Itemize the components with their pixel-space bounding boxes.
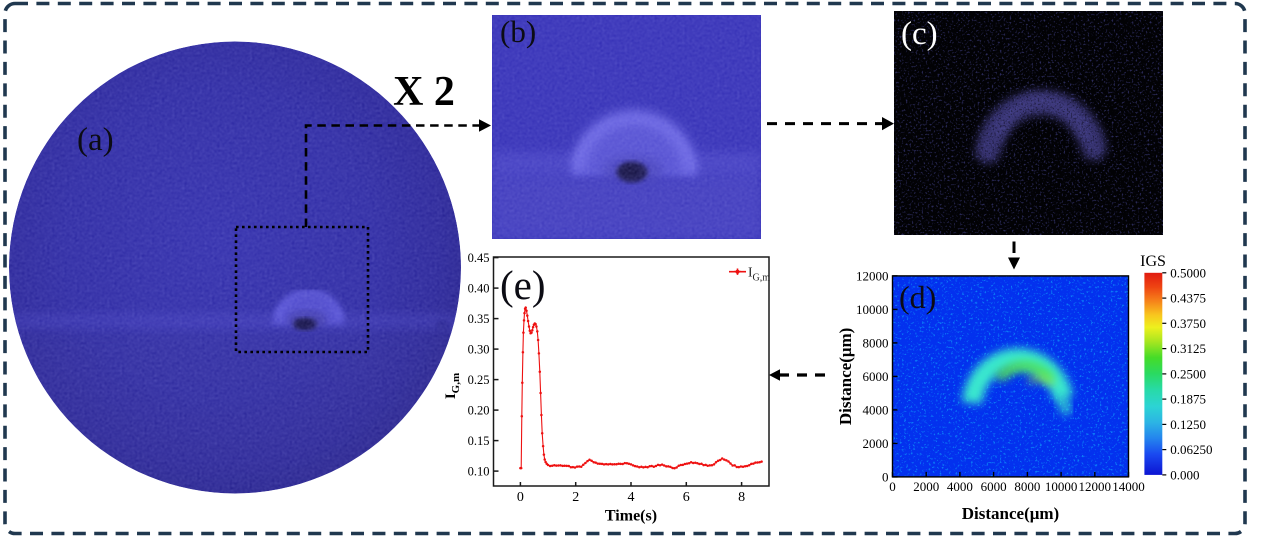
svg-text:X 2: X 2 [393, 69, 455, 115]
svg-text:6: 6 [683, 490, 690, 505]
svg-text:(e): (e) [500, 262, 546, 308]
svg-text:(c): (c) [901, 16, 938, 52]
svg-text:0.06250: 0.06250 [1170, 442, 1212, 457]
svg-text:(b): (b) [500, 14, 536, 49]
svg-text:Distance(μm): Distance(μm) [836, 328, 855, 425]
svg-text:0: 0 [517, 490, 524, 505]
svg-text:0.1875: 0.1875 [1170, 392, 1206, 407]
svg-text:2000: 2000 [913, 479, 939, 494]
svg-text:0.5000: 0.5000 [1170, 265, 1206, 280]
svg-text:0.000: 0.000 [1170, 467, 1199, 482]
svg-text:0.15: 0.15 [468, 434, 490, 448]
svg-text:(d): (d) [899, 279, 936, 315]
svg-text:0.2500: 0.2500 [1170, 366, 1206, 381]
svg-text:0.45: 0.45 [468, 251, 490, 265]
svg-text:10000: 10000 [1045, 479, 1078, 494]
svg-text:6000: 6000 [863, 369, 889, 384]
svg-text:IGS: IGS [1140, 253, 1166, 270]
svg-text:8: 8 [738, 490, 745, 505]
svg-text:0.25: 0.25 [468, 373, 490, 387]
svg-text:14000: 14000 [1112, 479, 1145, 494]
svg-text:0.35: 0.35 [468, 312, 490, 326]
svg-text:4: 4 [628, 490, 635, 505]
svg-text:IG,m: IG,m [443, 373, 462, 399]
svg-text:8000: 8000 [863, 335, 889, 350]
svg-text:0.10: 0.10 [468, 465, 490, 479]
svg-text:2: 2 [572, 490, 579, 505]
svg-text:12000: 12000 [856, 268, 889, 283]
svg-text:0.1250: 0.1250 [1170, 417, 1206, 432]
svg-text:Time(s): Time(s) [605, 508, 657, 525]
svg-text:2000: 2000 [863, 436, 889, 451]
svg-text:12000: 12000 [1079, 479, 1112, 494]
svg-text:0: 0 [882, 469, 889, 484]
svg-text:IG,m: IG,m [748, 265, 770, 284]
svg-text:8000: 8000 [1014, 479, 1040, 494]
svg-text:0.20: 0.20 [468, 404, 490, 418]
svg-text:Distance(μm): Distance(μm) [962, 504, 1059, 523]
svg-text:4000: 4000 [947, 479, 973, 494]
svg-text:0.40: 0.40 [468, 282, 490, 296]
svg-text:4000: 4000 [863, 402, 889, 417]
svg-text:0.4375: 0.4375 [1170, 291, 1206, 306]
svg-text:10000: 10000 [856, 302, 889, 317]
svg-text:0: 0 [889, 479, 896, 494]
svg-text:0.3125: 0.3125 [1170, 341, 1206, 356]
svg-text:6000: 6000 [981, 479, 1007, 494]
svg-text:0.30: 0.30 [468, 343, 490, 357]
svg-text:0.3750: 0.3750 [1170, 316, 1206, 331]
svg-text:(a): (a) [77, 122, 114, 158]
